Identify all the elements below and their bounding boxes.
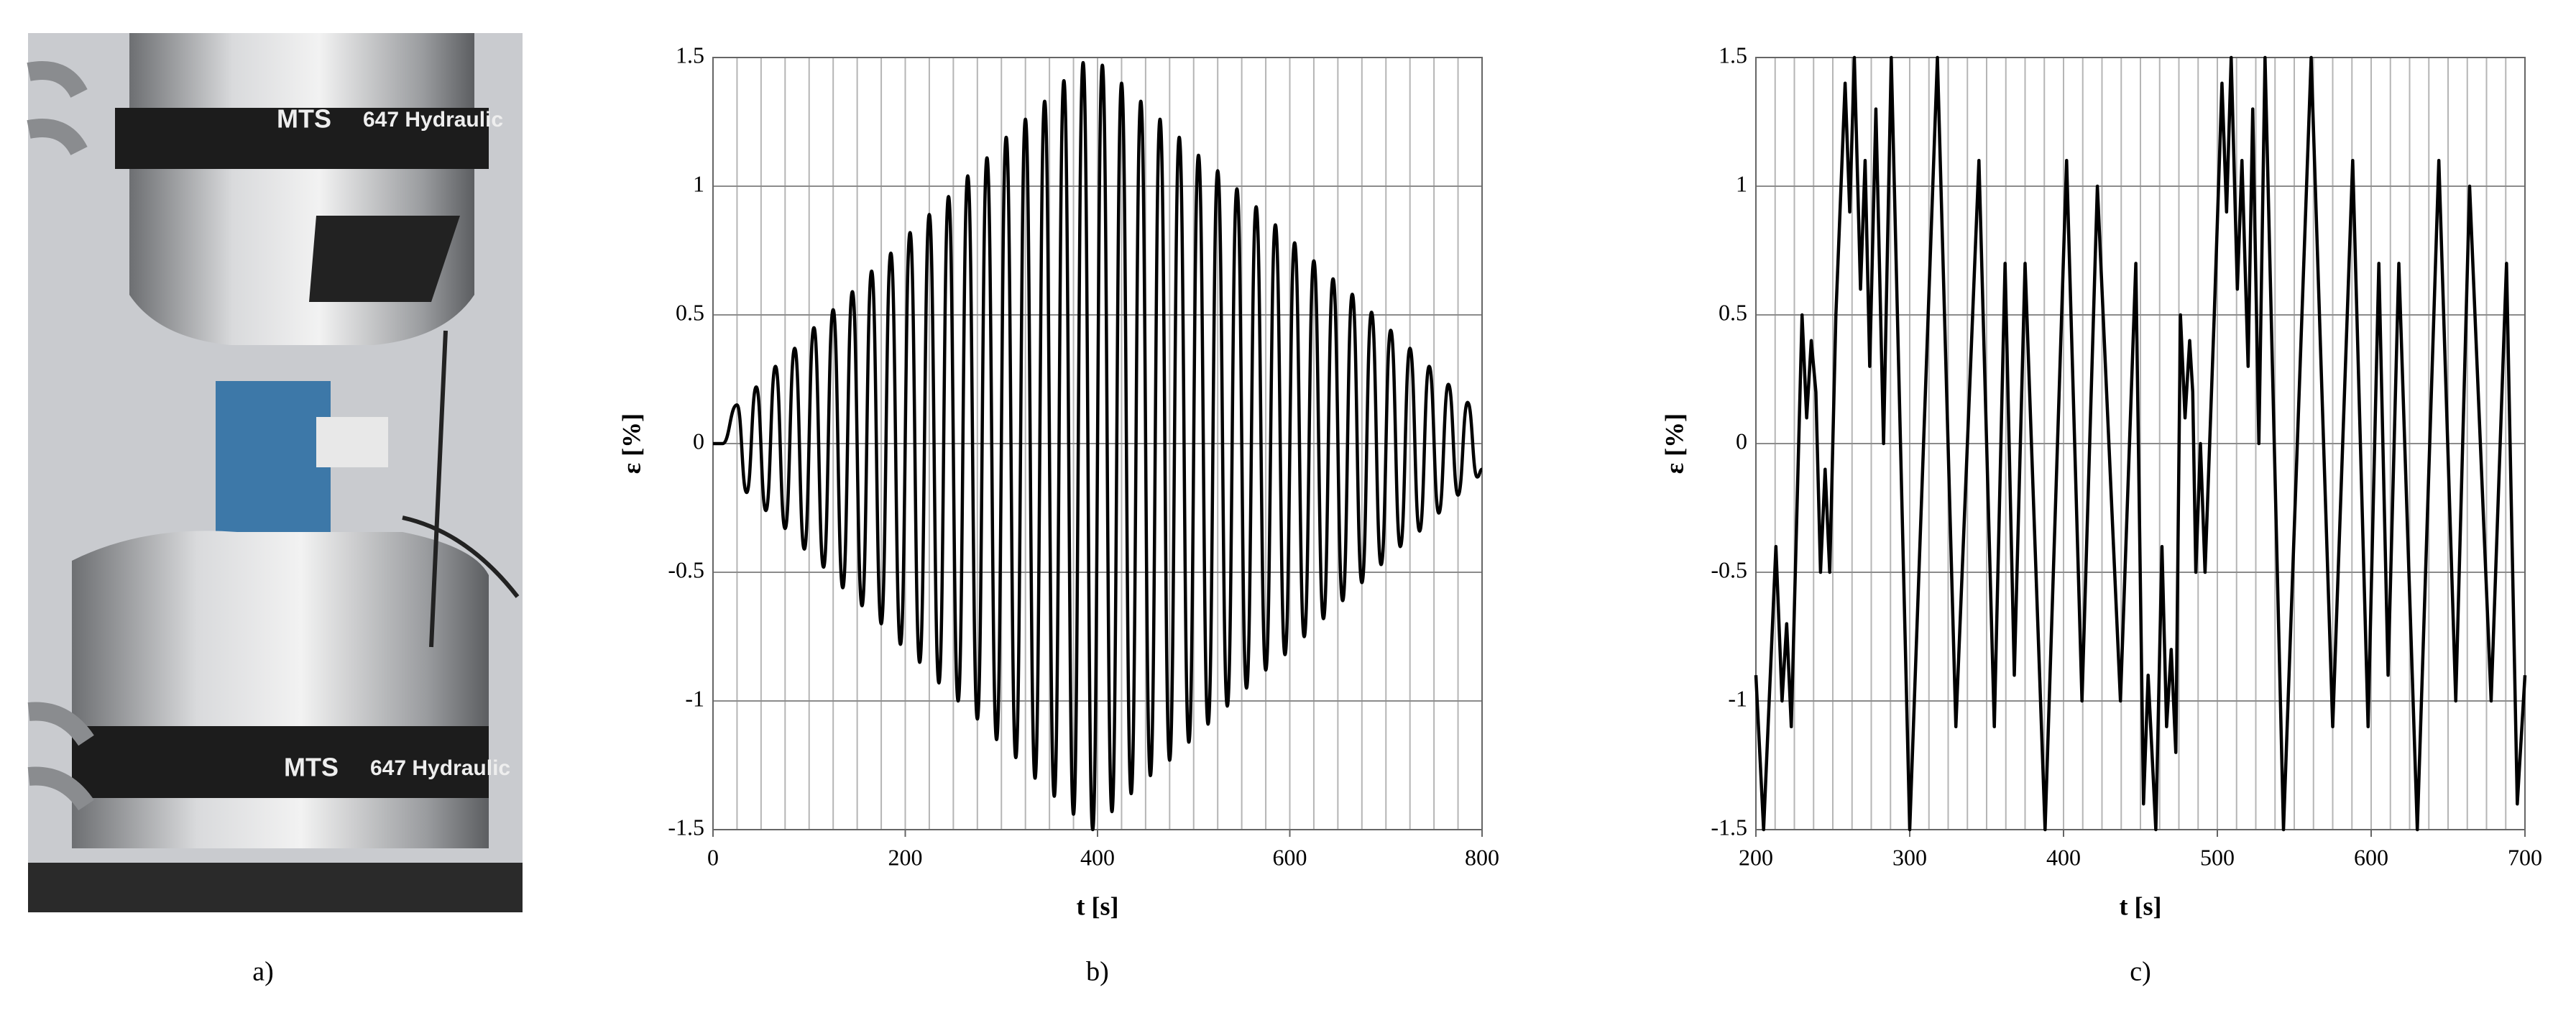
y-tick-label: -0.5	[668, 556, 704, 582]
lower-actuator	[72, 531, 489, 848]
panel-caption: c)	[2130, 957, 2151, 987]
y-axis-label: ε [%]	[617, 413, 645, 474]
y-tick-label: 0	[693, 428, 704, 454]
y-tick-label: 0	[1736, 428, 1747, 454]
grip-slot	[309, 216, 460, 302]
band-logo: MTS	[277, 104, 331, 134]
band-text: 647 Hydraulic	[363, 108, 503, 132]
bench	[28, 863, 523, 912]
y-tick-label: 0.5	[1719, 299, 1747, 325]
x-tick-label: 400	[1080, 844, 1115, 870]
x-tick-label: 800	[1465, 844, 1499, 870]
band-text: 647 Hydraulic	[370, 756, 510, 780]
band-logo: MTS	[284, 753, 339, 782]
extensometer	[316, 417, 388, 467]
panel-caption: b)	[1086, 957, 1109, 987]
upper-band	[115, 108, 489, 169]
y-tick-label: -1	[685, 685, 704, 711]
data-line	[713, 60, 1483, 832]
lower-band	[72, 726, 489, 798]
x-tick-label: 300	[1892, 844, 1927, 870]
cables	[402, 330, 520, 648]
y-axis-label: ε [%]	[1660, 413, 1688, 474]
x-tick-label: 200	[888, 844, 923, 870]
x-tick-label: 400	[2046, 844, 2081, 870]
hoses	[27, 61, 94, 811]
x-tick-label: 500	[2200, 844, 2235, 870]
x-tick-label: 200	[1739, 844, 1773, 870]
x-axis-label: t [s]	[2120, 891, 2162, 920]
x-tick-label: 700	[2508, 844, 2542, 870]
photo: MTS 647 Hydraulic MTS 647 Hydraulic	[27, 33, 523, 912]
x-tick-label: 0	[707, 844, 719, 870]
plot-frame	[1755, 57, 2526, 830]
y-tick-label: 1	[693, 170, 704, 196]
y-tick-label: -1.5	[1711, 814, 1747, 840]
panel-caption: a)	[252, 957, 274, 987]
x-tick-label: 600	[1273, 844, 1307, 870]
x-axis-label: t [s]	[1077, 891, 1119, 920]
data-line	[1754, 55, 2527, 832]
y-tick-label: -1	[1728, 685, 1747, 711]
y-tick-label: 0.5	[676, 299, 704, 325]
y-tick-label: 1.5	[676, 42, 704, 68]
y-tick-label: -0.5	[1711, 556, 1747, 582]
x-tick-label: 600	[2354, 844, 2388, 870]
y-tick-label: 1.5	[1719, 42, 1747, 68]
specimen-grip	[216, 381, 331, 546]
y-tick-label: -1.5	[668, 814, 704, 840]
y-tick-label: 1	[1736, 170, 1747, 196]
